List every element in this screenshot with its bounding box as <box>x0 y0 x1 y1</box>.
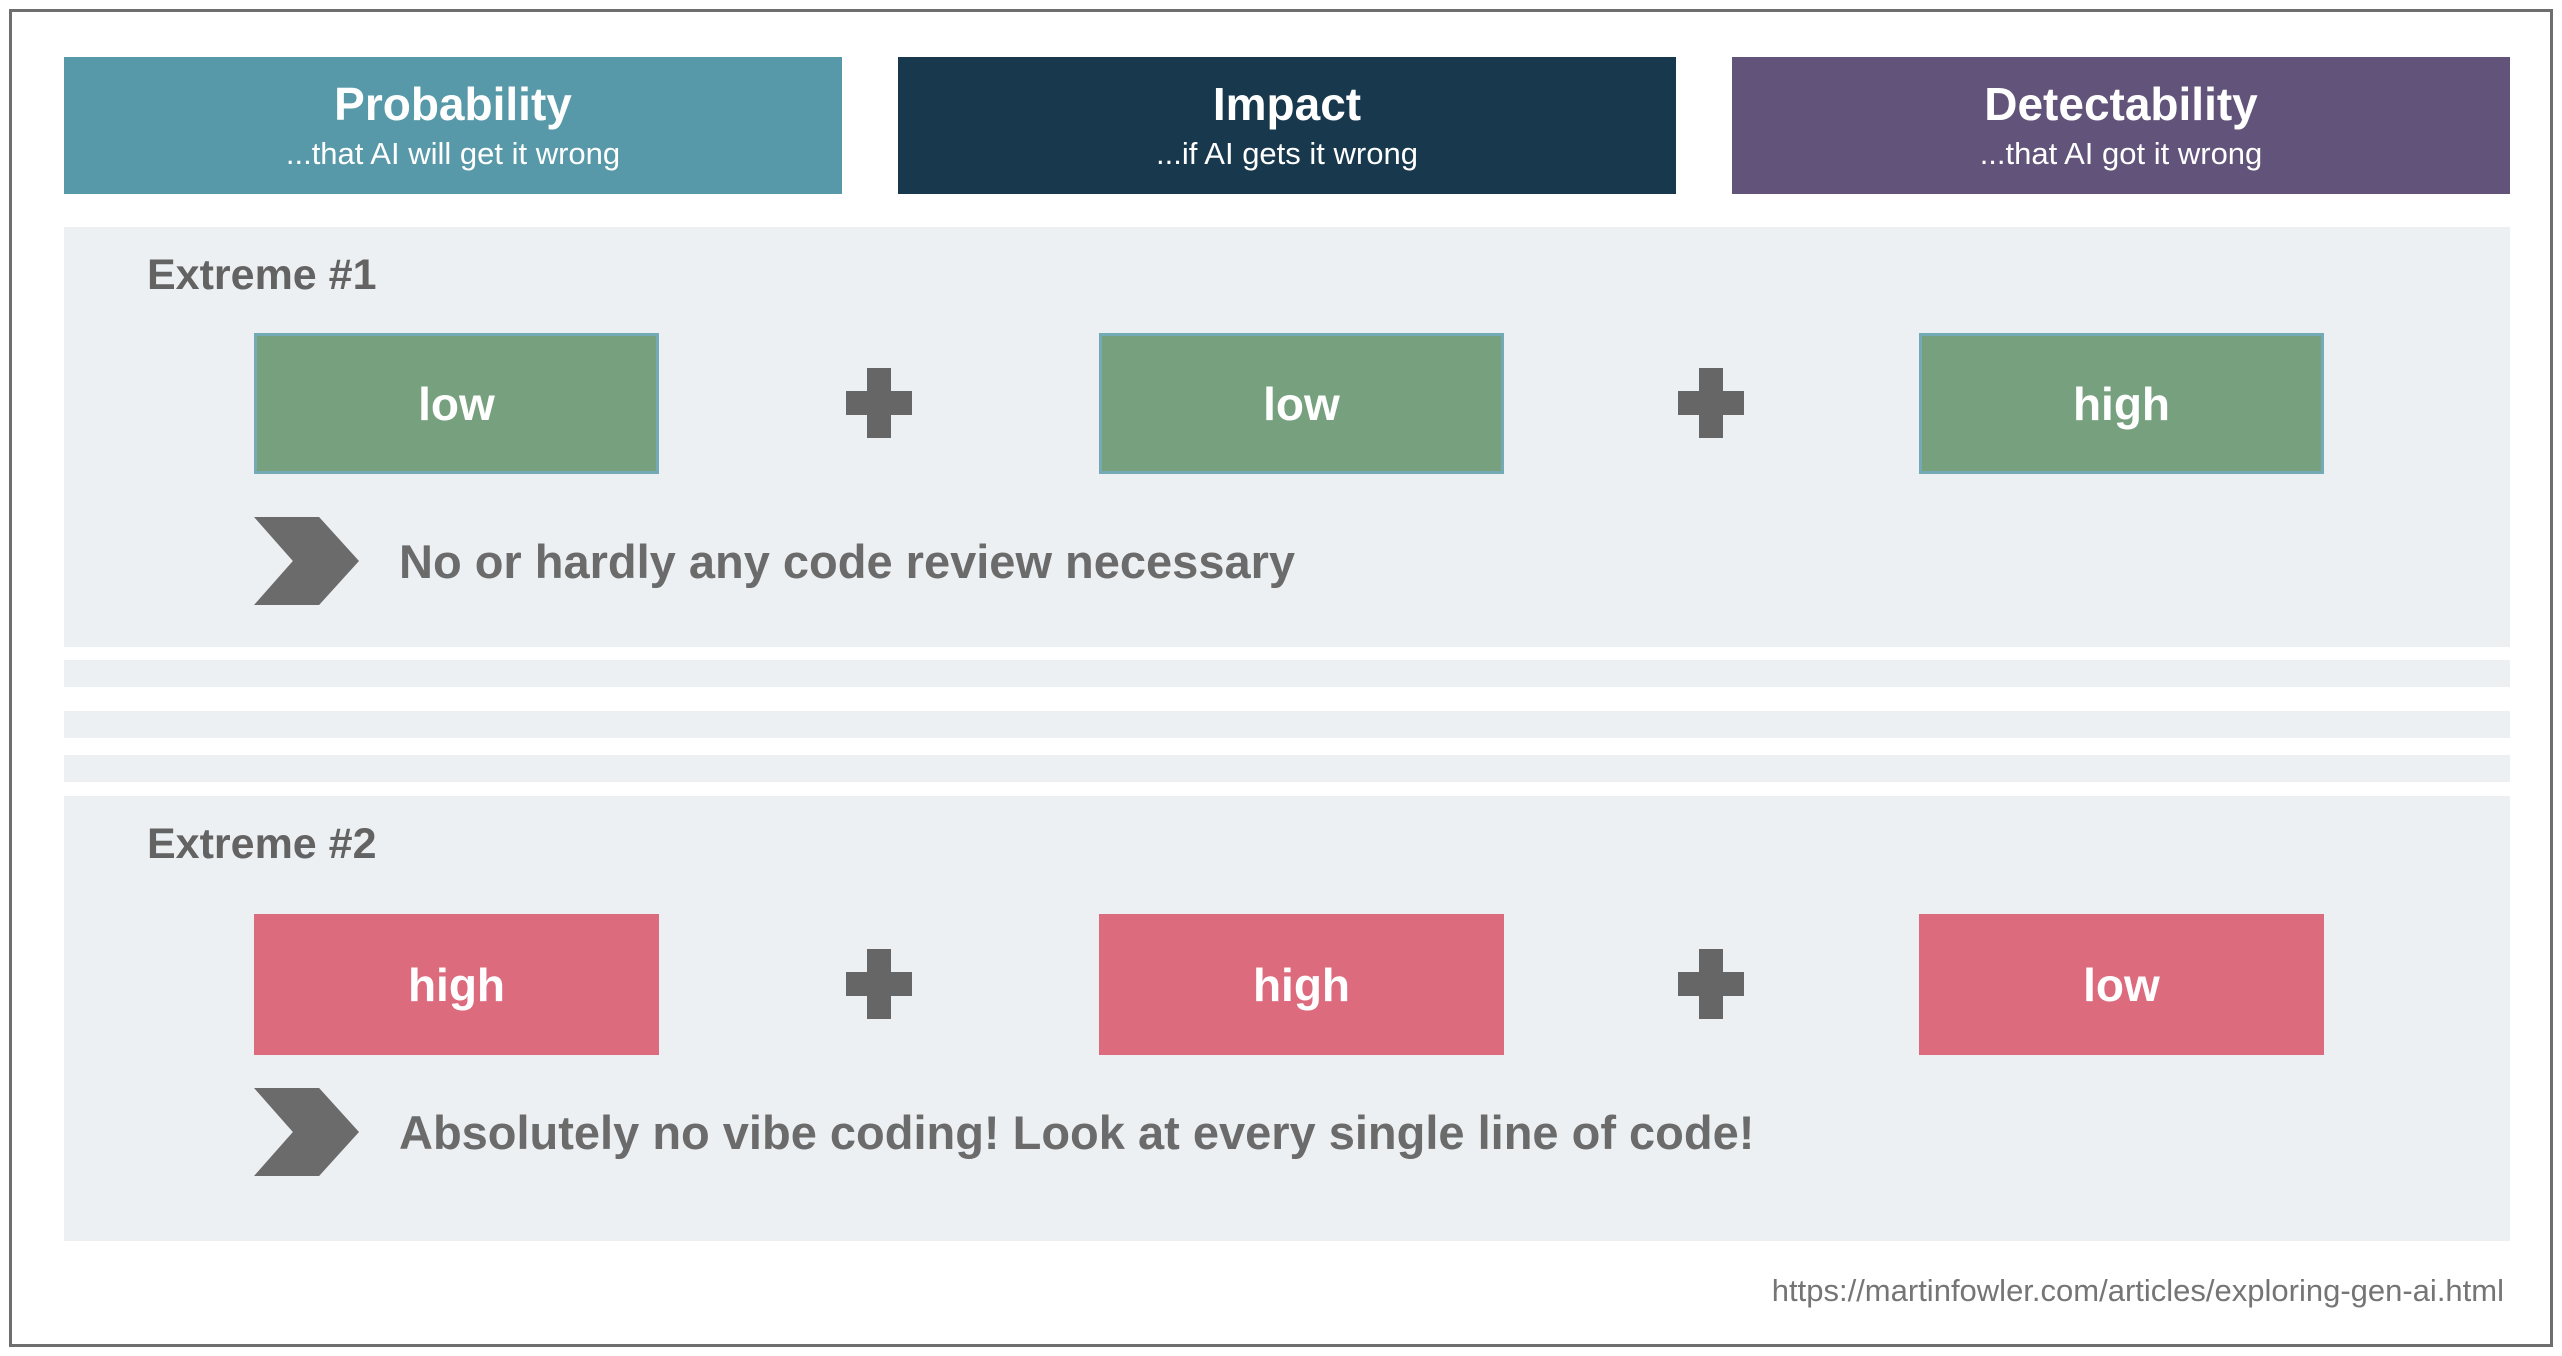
header-title: Detectability <box>1984 78 2258 131</box>
conclusion-row: Absolutely no vibe coding! Look at every… <box>254 1088 1754 1176</box>
scenario-label: Extreme #1 <box>147 251 377 299</box>
scenario-panel-extreme-2: Extreme #2 high high low <box>64 796 2510 1241</box>
value-label: low <box>1263 377 1340 430</box>
plus-icon <box>846 368 912 438</box>
value-label: high <box>2072 377 2171 430</box>
header-subtitle: ...if AI gets it wrong <box>1156 135 1418 171</box>
header-title: Probability <box>334 78 572 131</box>
conclusion-text: Absolutely no vibe coding! Look at every… <box>399 1105 1755 1159</box>
plus-icon <box>846 949 912 1019</box>
value-row: high high low <box>64 914 2510 1055</box>
impact-value-box: high <box>1099 914 1504 1055</box>
probability-value-box: high <box>254 914 659 1055</box>
header-row: Probability ...that AI will get it wrong… <box>64 57 2510 194</box>
conclusion-row: No or hardly any code review necessary <box>254 517 1295 605</box>
scenario-label: Extreme #2 <box>147 820 377 868</box>
header-probability: Probability ...that AI will get it wrong <box>64 57 842 194</box>
value-label: high <box>407 958 506 1011</box>
footer: https://martinfowler.com/articles/explor… <box>64 1241 2510 1341</box>
separator-stripe <box>64 711 2510 738</box>
value-label: low <box>418 377 495 430</box>
value-label: high <box>1252 958 1351 1011</box>
separator-stripe <box>64 755 2510 782</box>
chevron-right-icon <box>254 1088 359 1176</box>
source-url: https://martinfowler.com/articles/explor… <box>1771 1273 2504 1308</box>
plus-icon <box>1678 949 1744 1019</box>
separator-stripe <box>64 660 2510 687</box>
value-label: low <box>2083 958 2160 1011</box>
header-subtitle: ...that AI will get it wrong <box>285 135 621 171</box>
plus-icon <box>1678 368 1744 438</box>
impact-value-box: low <box>1099 333 1504 474</box>
conclusion-text: No or hardly any code review necessary <box>399 534 1296 588</box>
infographic-frame: Probability ...that AI will get it wrong… <box>9 9 2553 1347</box>
value-row: low low high <box>64 333 2510 474</box>
header-detectability: Detectability ...that AI got it wrong <box>1732 57 2510 194</box>
header-subtitle: ...that AI got it wrong <box>1979 135 2263 171</box>
scenario-panel-extreme-1: Extreme #1 low low high <box>64 227 2510 647</box>
header-impact: Impact ...if AI gets it wrong <box>898 57 1676 194</box>
probability-value-box: low <box>254 333 659 474</box>
detectability-value-box: low <box>1919 914 2324 1055</box>
header-title: Impact <box>1212 78 1362 131</box>
chevron-right-icon <box>254 517 359 605</box>
detectability-value-box: high <box>1919 333 2324 474</box>
